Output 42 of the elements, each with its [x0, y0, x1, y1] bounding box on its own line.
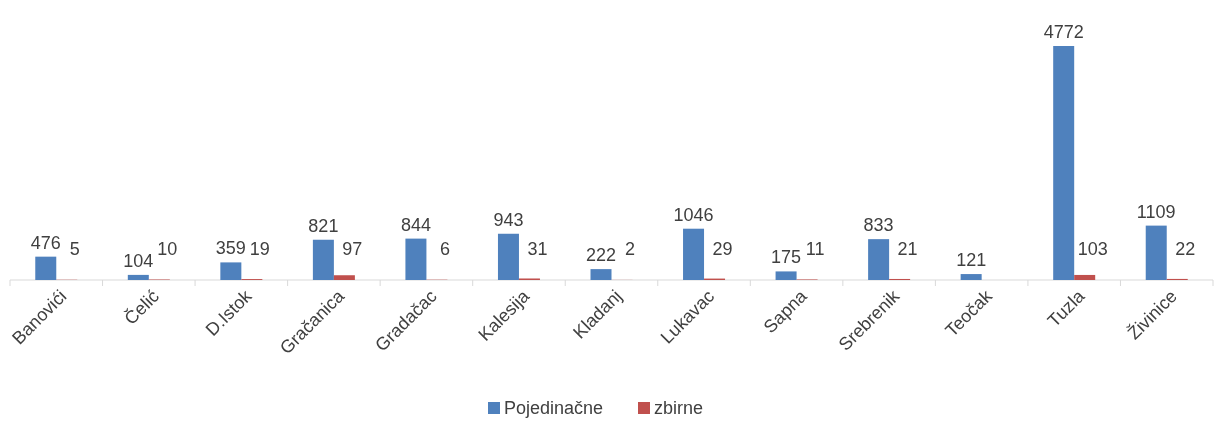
bar: [312, 239, 334, 280]
data-label: 29: [712, 239, 733, 259]
bar: [590, 269, 612, 280]
data-label: 476: [30, 232, 61, 253]
data-label: 19: [249, 239, 270, 259]
data-label: 833: [863, 215, 894, 236]
data-label: 104: [123, 250, 154, 271]
data-label: 2: [624, 239, 636, 259]
data-label: 22: [1175, 239, 1196, 259]
data-label: 97: [342, 239, 363, 259]
bar: [220, 262, 242, 280]
bar: [960, 274, 982, 280]
data-label: 844: [400, 214, 431, 235]
data-label: 175: [771, 247, 802, 268]
bar: [35, 256, 57, 280]
data-label: 10: [157, 239, 178, 259]
bar: [1074, 274, 1096, 280]
data-label: 821: [308, 215, 339, 236]
data-label: 121: [956, 250, 987, 271]
data-label: 6: [439, 239, 450, 259]
bar: [868, 239, 890, 280]
legend-label: Pojedinačne: [504, 398, 604, 418]
bar: [497, 233, 519, 280]
bar: [683, 228, 705, 280]
data-label: 222: [585, 245, 617, 266]
data-label: 359: [215, 238, 246, 259]
data-label: 1046: [673, 204, 714, 225]
data-label: 4772: [1043, 22, 1084, 42]
bar: [1145, 225, 1167, 280]
data-label: 11: [805, 239, 825, 259]
data-label: 1109: [1136, 201, 1176, 222]
bar: [127, 274, 149, 280]
data-label: 31: [527, 239, 548, 259]
data-label: 21: [897, 239, 918, 259]
bar: [775, 271, 797, 280]
bar: [405, 238, 427, 280]
legend-label: zbirne: [654, 398, 704, 418]
data-label: 943: [493, 209, 524, 230]
bar: [333, 275, 355, 280]
data-label: 5: [69, 239, 80, 259]
bar: [1053, 46, 1075, 280]
data-label: 103: [1077, 239, 1108, 259]
